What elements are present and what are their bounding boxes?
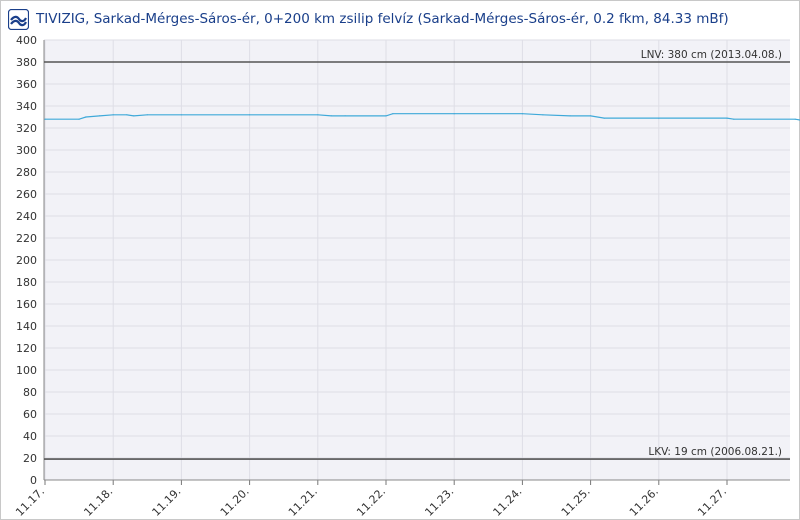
y-tick-label: 300 [16,144,37,157]
series-point [146,114,148,116]
series-point [569,115,571,117]
series-point [133,115,135,117]
series-point [590,115,592,117]
series-point [733,118,735,120]
y-tick-label: 400 [16,34,37,47]
y-tick-label: 360 [16,78,37,91]
grid-lines [44,39,790,481]
series-point [126,114,128,116]
y-tick-label: 280 [16,166,37,179]
series-point [330,115,332,117]
y-tick-label: 0 [30,474,37,487]
series-point [521,113,524,115]
y-tick-label: 100 [16,364,37,377]
x-tick-label: 11.17. [13,485,47,519]
series-point [542,114,544,116]
series-point [99,115,101,117]
y-tick-label: 80 [23,386,37,399]
y-tick-label: 200 [16,254,37,267]
x-tick-label: 11.25. [559,485,593,519]
y-tick-label: 380 [16,56,37,69]
series-point [344,115,346,117]
x-tick-label: 11.20. [218,485,252,519]
y-tick-label: 220 [16,232,37,245]
x-tick-label: 11.18. [81,485,115,519]
chart-header: TIVIZIG, Sarkad-Mérges-Sáros-ér, 0+200 k… [0,0,800,40]
series-point [78,118,80,120]
series-point [794,118,796,120]
x-tick-label: 11.23. [422,485,456,519]
reference-line-label: LNV: 380 cm (2013.04.08.) [641,49,782,61]
y-tick-label: 60 [23,408,37,421]
y-tick-label: 240 [16,210,37,223]
x-tick-label: 11.22. [354,485,388,519]
x-tick-label: 11.24. [491,485,525,519]
y-tick-label: 20 [23,452,37,465]
y-tick-label: 160 [16,298,37,311]
series-point [44,118,46,120]
x-tick-label: 11.27. [695,485,729,519]
chart-title: TIVIZIG, Sarkad-Mérges-Sáros-ér, 0+200 k… [36,11,729,27]
x-axis: 11.17. 11.18. 11.19. 11.20. 11.21. 11.22. 11.2… [13,479,790,519]
series-point [392,113,394,115]
reference-lines: LNV: 380 cm (2013.04.08.) LKV: 19 cm (200… [44,49,790,460]
series-point [249,114,251,116]
y-tick-label: 120 [16,342,37,355]
series-point [180,114,182,116]
series-point [112,114,114,116]
x-tick-label: 11.21. [286,485,320,519]
series-point [85,116,87,118]
y-tick-label: 340 [16,100,37,113]
y-tick-label: 260 [16,188,37,201]
x-tick-label: 11.26. [627,485,661,519]
series-point [385,115,387,117]
y-tick-label: 140 [16,320,37,333]
water-wave-icon [8,9,29,30]
series-point [726,117,728,119]
series-point [658,117,660,119]
series-layer [44,113,800,121]
x-tick-label: 11.19. [150,485,184,519]
y-tick-label: 180 [16,276,37,289]
series-point [603,117,605,119]
series-point [317,114,319,116]
y-axis: 0 20 40 60 80 100 120 140 160 180 200 220 240 260 280 3… [16,34,45,487]
y-tick-label: 320 [16,122,37,135]
reference-line-label: LKV: 19 cm (2006.08.21.) [648,446,782,458]
y-tick-label: 40 [23,430,37,443]
series-point [453,113,455,115]
